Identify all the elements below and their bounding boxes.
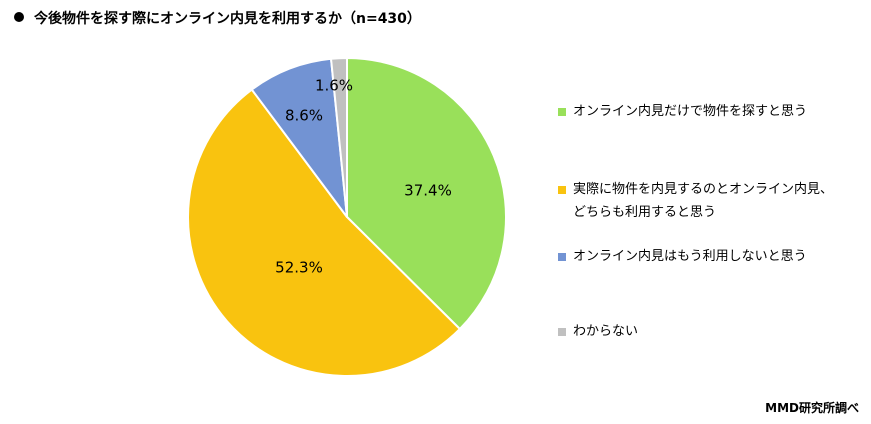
legend-item-2: 実際に物件を内見するのとオンライン内見、 どちらも利用すると思う: [558, 178, 833, 224]
legend-swatch-4: [558, 328, 566, 336]
pie-slice-3: [250, 57, 348, 218]
slice-value-label-4: 1.6%: [315, 77, 353, 95]
legend-item-4: わからない: [558, 320, 638, 343]
legend-label-line: わからない: [573, 324, 639, 339]
legend-label-3: オンライン内見はもう利用しないと思う: [558, 245, 807, 268]
legend-swatch-2: [558, 186, 566, 194]
slice-value-label-3: 8.6%: [285, 107, 323, 125]
legend-label-2: 実際に物件を内見するのとオンライン内見、 どちらも利用すると思う: [558, 178, 833, 224]
legend-label-line: 実際に物件を内見するのとオンライン内見、: [573, 182, 834, 197]
legend-label-line: オンライン内見はもう利用しないと思う: [573, 249, 807, 264]
legend-label-line: オンライン内見だけで物件を探すと思う: [573, 104, 808, 119]
legend-label-1: オンライン内見だけで物件を探すと思う: [558, 100, 807, 123]
slice-value-label-2: 52.3%: [275, 259, 323, 277]
legend-label-4: わからない: [558, 320, 638, 343]
chart-title: 今後物件を探す際にオンライン内見を利用するか（n=430）: [14, 8, 421, 28]
slice-value-label-1: 37.4%: [404, 182, 452, 200]
title-bullet-icon: [14, 12, 24, 22]
legend-swatch-3: [558, 253, 566, 261]
source-credit: MMD研究所調べ: [765, 401, 859, 415]
legend-item-3: オンライン内見はもう利用しないと思う: [558, 245, 807, 268]
pie-slice-2: [187, 88, 461, 377]
pie-slice-4: [330, 56, 348, 218]
legend-swatch-1: [558, 108, 566, 116]
pie-slice-1: [346, 57, 508, 330]
legend-item-1: オンライン内見だけで物件を探すと思う: [558, 100, 807, 123]
legend-label-line: どちらも利用すると思う: [573, 205, 717, 220]
chart-title-text: 今後物件を探す際にオンライン内見を利用するか（n=430）: [34, 11, 421, 27]
